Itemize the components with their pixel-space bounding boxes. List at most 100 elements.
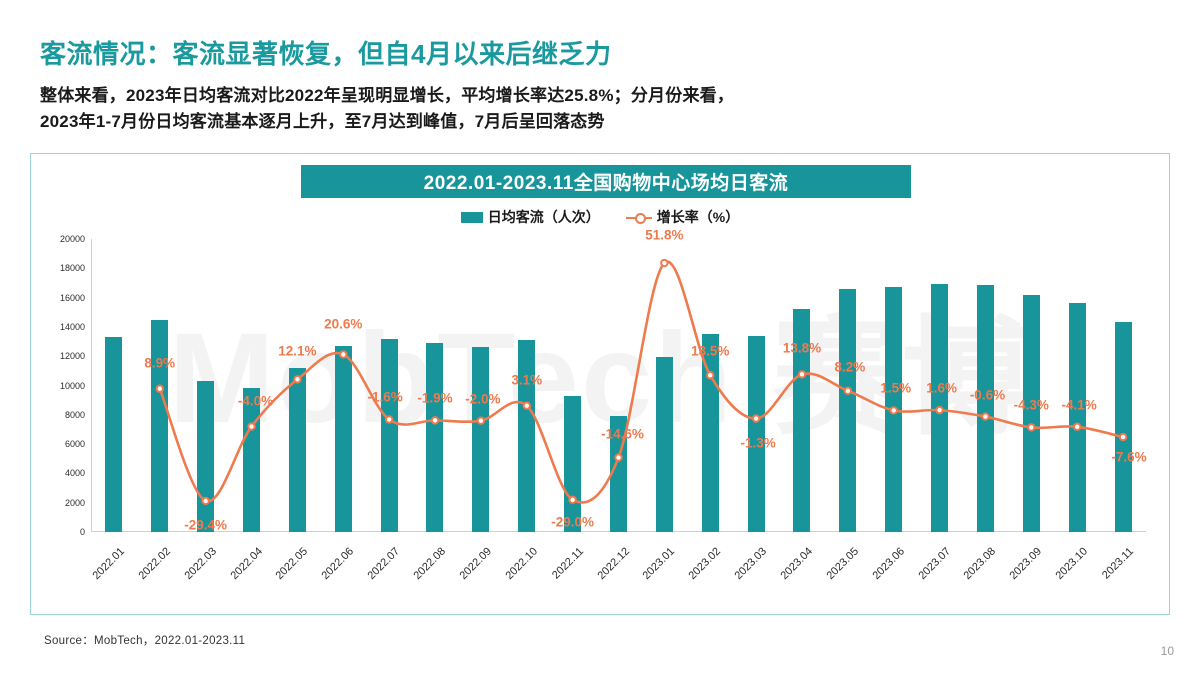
data-label: -29.0% — [551, 514, 595, 530]
bar[interactable] — [1022, 295, 1040, 532]
line-data-point[interactable] — [981, 412, 990, 421]
y-tick-label: 14000 — [59, 321, 85, 332]
y-tick-label: 20000 — [59, 234, 85, 244]
line-data-point[interactable] — [201, 496, 210, 506]
page-number: 10 — [1160, 644, 1174, 658]
line-data-point[interactable] — [797, 370, 807, 379]
line-data-point[interactable] — [568, 495, 577, 504]
bar-column[interactable] — [733, 239, 779, 532]
data-label: 1.5% — [880, 380, 912, 396]
legend-item-line[interactable]: 增长率（%） — [625, 207, 739, 227]
line-data-point[interactable] — [614, 453, 623, 462]
x-tick-label: 2023.02 — [686, 545, 724, 583]
line-data-point[interactable] — [155, 384, 165, 393]
data-label: -1.9% — [417, 390, 453, 406]
line-data-point[interactable] — [935, 405, 944, 415]
x-tick-label: 2023.10 — [1053, 545, 1091, 583]
data-label: -29.4% — [184, 517, 228, 533]
y-tick-label: 0 — [79, 527, 85, 537]
line-data-point[interactable] — [339, 350, 348, 359]
bar[interactable] — [976, 285, 994, 532]
bar[interactable] — [655, 356, 673, 532]
x-tick-label: 2023.11 — [1100, 545, 1137, 582]
data-label: -7.6% — [1111, 449, 1147, 465]
bar-column[interactable] — [183, 239, 229, 532]
y-axis-line — [91, 239, 92, 532]
bar[interactable] — [426, 343, 444, 532]
data-label: -0.6% — [969, 387, 1006, 403]
data-label: -1.6% — [367, 389, 403, 405]
bar[interactable] — [839, 288, 857, 532]
line-data-point[interactable] — [706, 371, 715, 380]
line-data-point[interactable] — [751, 414, 761, 423]
bar-column[interactable] — [137, 239, 183, 532]
bar[interactable] — [242, 388, 260, 532]
line-data-point[interactable] — [660, 258, 669, 268]
data-label: 8.9% — [144, 355, 176, 371]
line-data-point[interactable] — [843, 386, 853, 395]
bar[interactable] — [518, 340, 536, 532]
line-data-point[interactable] — [293, 375, 302, 384]
data-label: -14.6% — [601, 426, 644, 442]
bar[interactable] — [288, 367, 306, 532]
bar-column[interactable] — [641, 239, 687, 532]
data-label: 13.8% — [782, 340, 822, 356]
bar[interactable] — [1068, 303, 1086, 532]
line-data-point[interactable] — [522, 401, 531, 410]
bar[interactable] — [197, 381, 215, 532]
legend-label-bar: 日均客流（人次） — [487, 209, 600, 225]
bar[interactable] — [380, 338, 398, 532]
bar-column[interactable] — [320, 239, 366, 532]
data-label: -1.3% — [740, 435, 776, 451]
bar-column[interactable] — [458, 239, 504, 532]
x-tick-label: 2022.03 — [182, 545, 219, 583]
bar[interactable] — [793, 309, 811, 532]
line-data-point[interactable] — [1118, 432, 1128, 442]
line-data-point[interactable] — [1072, 422, 1082, 432]
x-tick-label: 2023.08 — [961, 545, 999, 583]
bar[interactable] — [334, 345, 352, 532]
data-label: 12.1% — [278, 343, 317, 359]
x-tick-label: 2023.01 — [640, 545, 678, 583]
data-label: 1.6% — [926, 380, 957, 396]
y-tick-label: 6000 — [64, 439, 85, 450]
bar[interactable] — [747, 336, 765, 532]
subtitle-line-1: 整体来看，2023年日均客流对比2022年呈现明显增长，平均增长率达25.8%；… — [40, 86, 735, 105]
y-tick-label: 12000 — [59, 351, 85, 362]
line-data-point[interactable] — [889, 406, 898, 415]
x-tick-label: 2022.01 — [90, 545, 128, 583]
bar-column[interactable] — [825, 239, 871, 532]
bar-column[interactable] — [274, 239, 320, 532]
data-label: 3.1% — [511, 372, 543, 388]
bar-column[interactable] — [504, 239, 550, 532]
bar-column[interactable] — [229, 239, 275, 532]
bar[interactable] — [472, 347, 490, 532]
bar-column[interactable] — [1008, 239, 1054, 532]
line-data-point[interactable] — [247, 422, 256, 431]
bar-column[interactable] — [963, 239, 1009, 532]
bar[interactable] — [564, 395, 582, 532]
line-data-point[interactable] — [384, 415, 394, 424]
x-tick-label: 2023.07 — [916, 545, 953, 583]
line-data-point[interactable] — [1027, 423, 1036, 432]
x-tick-label: 2022.08 — [411, 545, 449, 583]
bar-column[interactable] — [1100, 239, 1146, 532]
line-data-point[interactable] — [476, 416, 486, 425]
line-data-point[interactable] — [430, 416, 440, 425]
data-label: -4.0% — [237, 393, 274, 409]
bar-column[interactable] — [779, 239, 825, 532]
x-tick-label: 2022.06 — [319, 545, 357, 583]
bar-column[interactable] — [412, 239, 458, 532]
source-note: Source：MobTech，2022.01-2023.11 — [44, 635, 246, 647]
bar[interactable] — [151, 319, 169, 532]
y-tick-label: 4000 — [64, 468, 85, 479]
bar[interactable] — [105, 337, 123, 532]
bar-column[interactable] — [366, 239, 412, 532]
bar-column[interactable] — [550, 239, 596, 532]
bar[interactable] — [1114, 321, 1132, 532]
legend-item-bar[interactable]: 日均客流（人次） — [460, 207, 600, 227]
bar-column[interactable] — [91, 239, 137, 532]
bar-column[interactable] — [1054, 239, 1100, 532]
x-tick-label: 2023.04 — [778, 545, 816, 583]
